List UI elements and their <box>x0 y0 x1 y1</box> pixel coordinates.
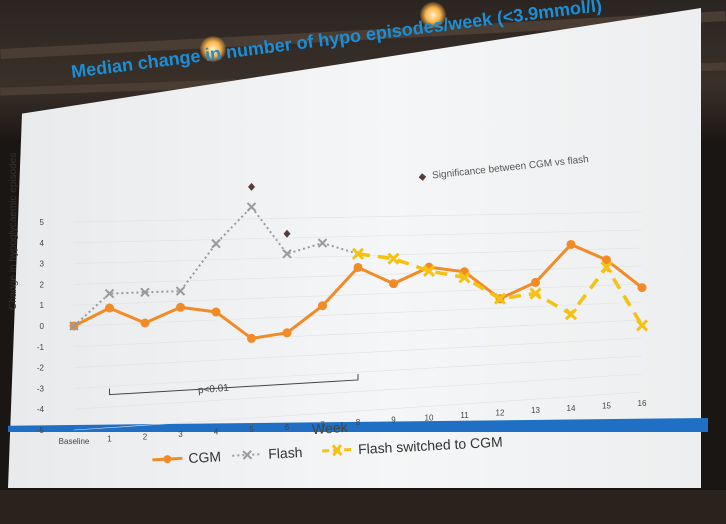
x-tick-label: 12 <box>496 409 505 418</box>
data-point-cgm <box>602 255 611 265</box>
data-point-cgm <box>566 239 576 249</box>
data-point-flash-switched-to-cgm <box>351 247 365 260</box>
gridline <box>73 229 643 244</box>
x-tick-label: 2 <box>143 432 148 441</box>
significance-diamond <box>248 182 255 191</box>
data-point-flash <box>282 249 292 259</box>
gridline <box>73 373 643 410</box>
x-tick-label: 4 <box>214 428 219 437</box>
gridline <box>73 391 643 431</box>
y-tick-label: 4 <box>40 239 45 248</box>
legend-item-flash: Flash <box>230 444 303 464</box>
data-point-cgm <box>531 277 540 287</box>
data-point-flash-switched-to-cgm <box>564 308 578 321</box>
data-point-flash-switched-to-cgm <box>635 319 649 332</box>
x-tick-label: 9 <box>391 416 396 425</box>
legend-item-cgm: CGM <box>150 448 221 468</box>
flash-line-icon <box>232 450 263 460</box>
gridline <box>73 301 643 327</box>
data-point-flash <box>69 321 79 331</box>
data-point-flash-switched-to-cgm <box>458 271 471 284</box>
y-tick-label: -5 <box>37 426 45 435</box>
data-point-flash <box>104 288 115 299</box>
room-floor <box>0 490 726 524</box>
y-tick-label: 5 <box>40 218 45 227</box>
data-point-cgm <box>105 303 114 313</box>
significance-bracket <box>109 373 359 396</box>
data-point-flash <box>175 286 186 296</box>
data-point-cgm <box>318 301 327 311</box>
y-tick-label: 3 <box>40 260 45 269</box>
y-tick-label: 1 <box>40 301 45 310</box>
x-tick-label: 13 <box>531 406 540 415</box>
series-line-flash-switched-to-cgm <box>357 252 644 327</box>
y-tick-label: 0 <box>40 322 45 331</box>
y-tick-label: -1 <box>37 343 45 352</box>
data-point-cgm <box>140 318 150 328</box>
significance-diamond <box>283 229 291 238</box>
ceiling-lamp <box>200 36 226 62</box>
x-tick-label: 3 <box>178 430 183 439</box>
x-tick-label: 8 <box>356 418 361 427</box>
data-point-cgm <box>389 279 398 289</box>
legend-item-switched: Flash switched to CGM <box>320 434 503 460</box>
data-point-cgm <box>353 262 363 272</box>
x-tick-label: Baseline <box>59 437 90 446</box>
gridline <box>73 211 643 223</box>
cgm-line-icon <box>152 455 183 464</box>
data-point-cgm <box>282 328 292 338</box>
chart-legend: CGM Flash Flash switched to CGM <box>150 427 621 492</box>
data-point-cgm <box>176 302 185 312</box>
data-point-flash-switched-to-cgm <box>600 261 613 274</box>
gridline <box>73 337 643 368</box>
gridline <box>73 319 643 348</box>
ceiling-lamp <box>420 2 446 28</box>
x-tick-label: 16 <box>638 399 647 408</box>
data-point-flash <box>211 238 221 249</box>
x-tick-label: 10 <box>425 413 434 422</box>
data-point-flash-switched-to-cgm <box>493 292 507 305</box>
switched-line-icon <box>322 444 353 457</box>
x-tick-label: 15 <box>602 401 611 410</box>
legend-label-cgm: CGM <box>187 448 222 466</box>
x-tick-label: 6 <box>285 423 290 432</box>
data-point-flash <box>140 287 150 298</box>
y-tick-label: 2 <box>40 280 45 289</box>
y-tick-label: -4 <box>37 405 45 414</box>
y-tick-label: -3 <box>37 384 45 393</box>
data-point-flash-switched-to-cgm <box>529 287 542 300</box>
x-tick-label: 7 <box>320 420 325 429</box>
gridline <box>73 283 643 306</box>
x-tick-label: 1 <box>107 435 112 444</box>
data-point-flash-switched-to-cgm <box>422 264 436 278</box>
x-tick-label: 14 <box>567 404 576 413</box>
legend-label-flash: Flash <box>267 444 303 462</box>
data-point-flash-switched-to-cgm <box>387 252 400 265</box>
data-point-flash <box>246 202 257 212</box>
y-tick-label: -2 <box>37 364 45 373</box>
data-point-cgm <box>211 307 221 317</box>
x-tick-label: 5 <box>249 425 254 434</box>
series-line-cgm <box>73 242 643 341</box>
data-point-cgm <box>247 333 256 343</box>
x-tick-label: 11 <box>460 411 469 420</box>
data-point-flash <box>317 238 328 248</box>
gridline <box>73 355 643 389</box>
data-point-cgm <box>637 283 647 293</box>
